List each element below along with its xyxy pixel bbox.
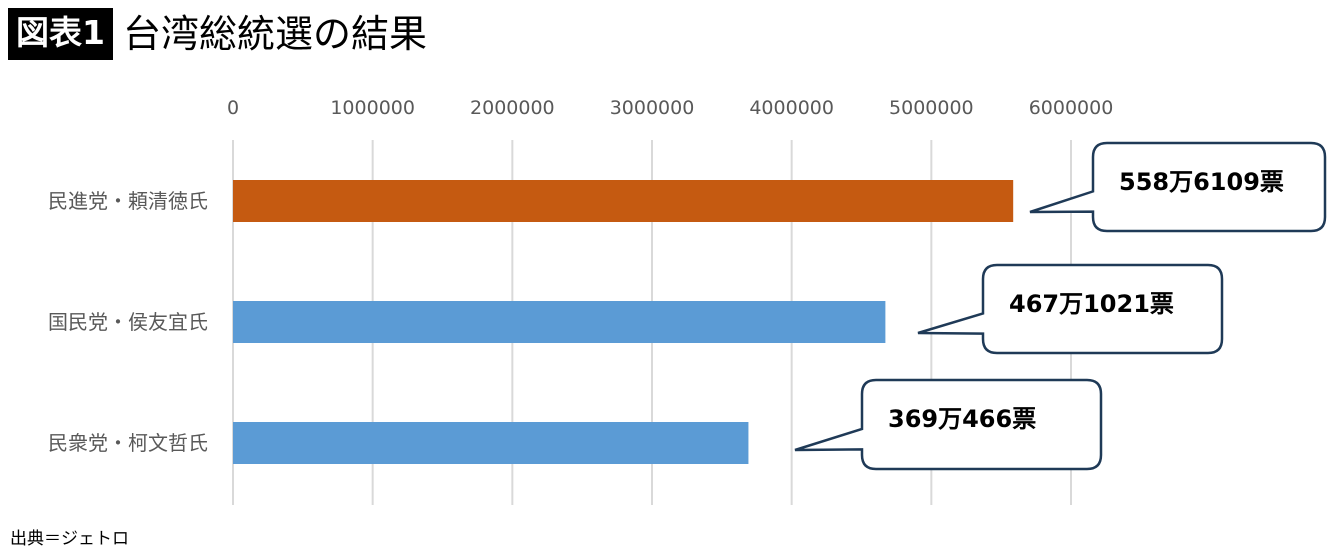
data-label: 467万1021票	[1009, 290, 1174, 318]
x-tick-label: 0	[227, 97, 239, 119]
category-label: 民衆党・柯文哲氏	[48, 431, 208, 455]
bar	[233, 180, 1014, 222]
x-tick-label: 5000000	[889, 97, 974, 119]
x-tick-label: 6000000	[1029, 97, 1114, 119]
data-callout	[794, 378, 1103, 471]
x-tick-label: 3000000	[610, 97, 695, 119]
data-label: 369万466票	[888, 405, 1036, 433]
data-callout	[1029, 141, 1327, 233]
data-label: 558万6109票	[1119, 168, 1284, 196]
source-note: 出典＝ジェトロ	[10, 529, 129, 549]
chart-title: 台湾総統選の結果	[122, 12, 427, 56]
x-tick-label: 1000000	[330, 97, 415, 119]
bar	[233, 301, 886, 343]
figure-badge: 図表1	[8, 8, 113, 60]
category-label: 民進党・頼清徳氏	[48, 189, 208, 213]
x-tick-label: 2000000	[470, 97, 555, 119]
x-tick-label: 4000000	[749, 97, 834, 119]
category-label: 国民党・侯友宜氏	[48, 310, 208, 334]
data-callout	[917, 263, 1224, 355]
bar	[233, 422, 749, 464]
chart-title-block: 図表1 台湾総統選の結果	[8, 8, 427, 60]
